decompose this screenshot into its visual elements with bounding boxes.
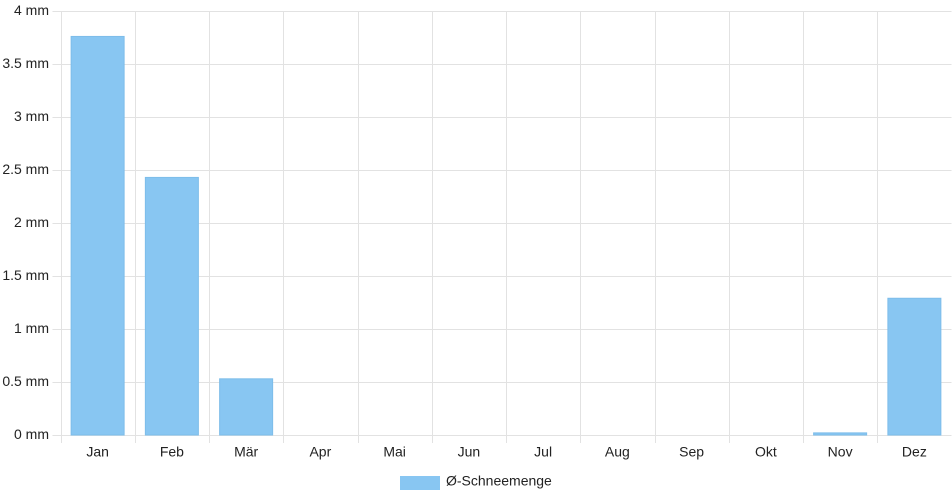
x-tick-label: Nov [828,444,853,460]
bar [144,176,199,436]
x-tick-label: Mai [383,444,406,460]
x-tick-label: Dez [902,444,927,460]
x-tick-label: Jun [458,444,481,460]
x-tick-label: Mär [234,444,258,460]
bar [219,378,274,436]
x-tick-label: Sep [679,444,704,460]
x-tick-label: Apr [309,444,331,460]
x-tick-label: Okt [755,444,777,460]
y-tick-label: 1 mm [14,320,49,336]
x-tick-label: Jan [86,444,109,460]
bar [813,432,868,436]
x-tick-label: Jul [534,444,552,460]
bar [887,297,942,436]
legend-label: Ø-Schneemenge [446,473,552,489]
y-tick-label: 0 mm [14,426,49,442]
y-tick-label: 3.5 mm [2,55,49,71]
y-tick-label: 2 mm [14,214,49,230]
legend-swatch [400,476,440,490]
y-tick-label: 3 mm [14,108,49,124]
x-tick-label: Aug [605,444,630,460]
y-tick-label: 2.5 mm [2,161,49,177]
y-tick-label: 0.5 mm [2,373,49,389]
y-tick-label: 1.5 mm [2,267,49,283]
y-tick-label: 4 mm [14,2,49,18]
bar [70,35,125,436]
x-tick-label: Feb [160,444,184,460]
